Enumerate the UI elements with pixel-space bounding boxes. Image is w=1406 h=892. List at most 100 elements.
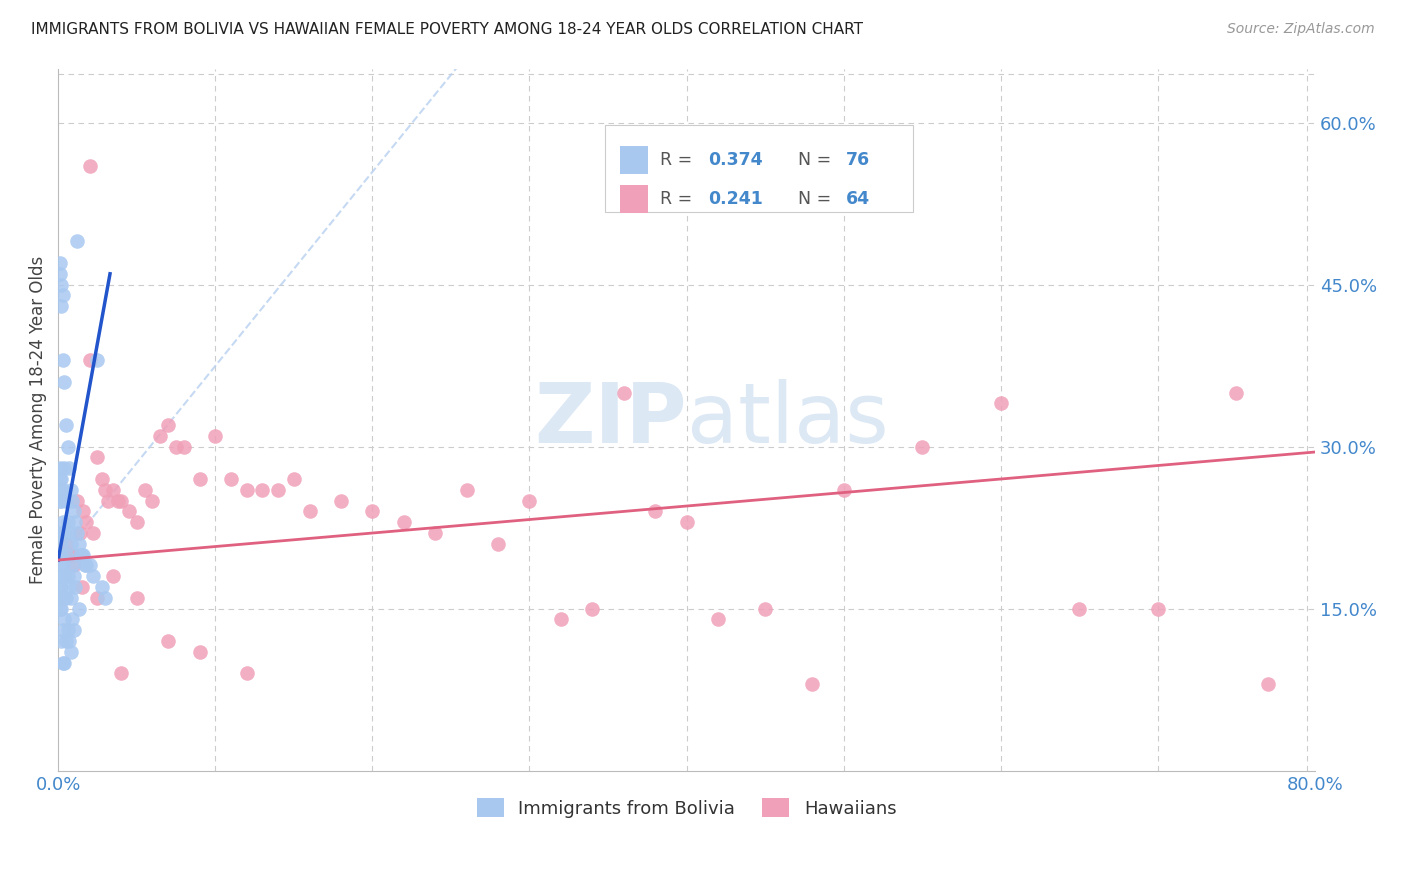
- Point: [51, 548, 73, 562]
- Point: [1225, 385, 1247, 400]
- Point: [70, 548, 93, 562]
- Point: [48, 461, 70, 475]
- Point: [581, 601, 603, 615]
- Text: Source: ZipAtlas.com: Source: ZipAtlas.com: [1227, 22, 1375, 37]
- Point: [219, 472, 242, 486]
- Point: [94, 591, 117, 605]
- Point: [60, 612, 83, 626]
- Point: [134, 483, 156, 497]
- Point: [82, 526, 104, 541]
- Point: [59, 537, 82, 551]
- Point: [53, 569, 76, 583]
- Text: ZIP: ZIP: [534, 379, 686, 460]
- Point: [173, 440, 195, 454]
- Point: [149, 429, 172, 443]
- Point: [60, 558, 83, 573]
- Bar: [620, 145, 648, 174]
- Text: 76: 76: [846, 151, 870, 169]
- Point: [101, 569, 124, 583]
- Point: [91, 472, 114, 486]
- FancyBboxPatch shape: [605, 125, 912, 212]
- Point: [58, 526, 80, 541]
- Point: [66, 493, 89, 508]
- Point: [118, 504, 141, 518]
- Point: [392, 515, 415, 529]
- Point: [51, 601, 73, 615]
- Point: [110, 493, 132, 508]
- Point: [990, 396, 1012, 410]
- Point: [188, 645, 211, 659]
- Point: [69, 548, 91, 562]
- Point: [56, 515, 79, 529]
- Point: [48, 493, 70, 508]
- Point: [48, 526, 70, 541]
- Point: [79, 558, 101, 573]
- Point: [235, 483, 257, 497]
- Point: [456, 483, 478, 497]
- Point: [70, 580, 93, 594]
- Point: [86, 591, 108, 605]
- Point: [252, 483, 274, 497]
- Text: IMMIGRANTS FROM BOLIVIA VS HAWAIIAN FEMALE POVERTY AMONG 18-24 YEAR OLDS CORRELA: IMMIGRANTS FROM BOLIVIA VS HAWAIIAN FEMA…: [31, 22, 863, 37]
- Point: [67, 601, 90, 615]
- Point: [157, 634, 180, 648]
- Point: [75, 558, 97, 573]
- Point: [63, 624, 86, 638]
- Point: [65, 580, 87, 594]
- Point: [91, 580, 114, 594]
- Point: [267, 483, 290, 497]
- Point: [60, 548, 83, 562]
- Point: [51, 580, 73, 594]
- Point: [48, 548, 70, 562]
- Point: [51, 299, 73, 313]
- Point: [55, 493, 77, 508]
- Point: [188, 472, 211, 486]
- Point: [56, 440, 79, 454]
- Point: [101, 483, 124, 497]
- Point: [53, 526, 76, 541]
- Point: [58, 634, 80, 648]
- Point: [48, 601, 70, 615]
- Point: [48, 472, 70, 486]
- Point: [48, 580, 70, 594]
- Point: [51, 472, 73, 486]
- Point: [59, 483, 82, 497]
- Point: [48, 256, 70, 270]
- Point: [65, 515, 87, 529]
- Point: [63, 558, 86, 573]
- Point: [52, 558, 75, 573]
- Text: R =: R =: [661, 190, 697, 209]
- Point: [94, 483, 117, 497]
- Point: [110, 666, 132, 681]
- Point: [59, 645, 82, 659]
- Point: [72, 548, 94, 562]
- Point: [329, 493, 352, 508]
- Point: [298, 504, 321, 518]
- Point: [82, 569, 104, 583]
- Point: [79, 353, 101, 368]
- Point: [63, 569, 86, 583]
- Point: [1069, 601, 1091, 615]
- Point: [59, 591, 82, 605]
- Point: [283, 472, 305, 486]
- Point: [53, 375, 76, 389]
- Text: R =: R =: [661, 151, 697, 169]
- Point: [52, 591, 75, 605]
- Point: [63, 504, 86, 518]
- Point: [53, 461, 76, 475]
- Point: [48, 483, 70, 497]
- Text: N =: N =: [799, 151, 837, 169]
- Point: [707, 612, 730, 626]
- Point: [73, 558, 96, 573]
- Point: [644, 504, 666, 518]
- Point: [48, 267, 70, 281]
- Point: [69, 526, 91, 541]
- Point: [55, 548, 77, 562]
- Point: [55, 537, 77, 551]
- Point: [79, 159, 101, 173]
- Point: [235, 666, 257, 681]
- Point: [51, 277, 73, 292]
- Point: [754, 601, 776, 615]
- Point: [55, 591, 77, 605]
- Point: [66, 526, 89, 541]
